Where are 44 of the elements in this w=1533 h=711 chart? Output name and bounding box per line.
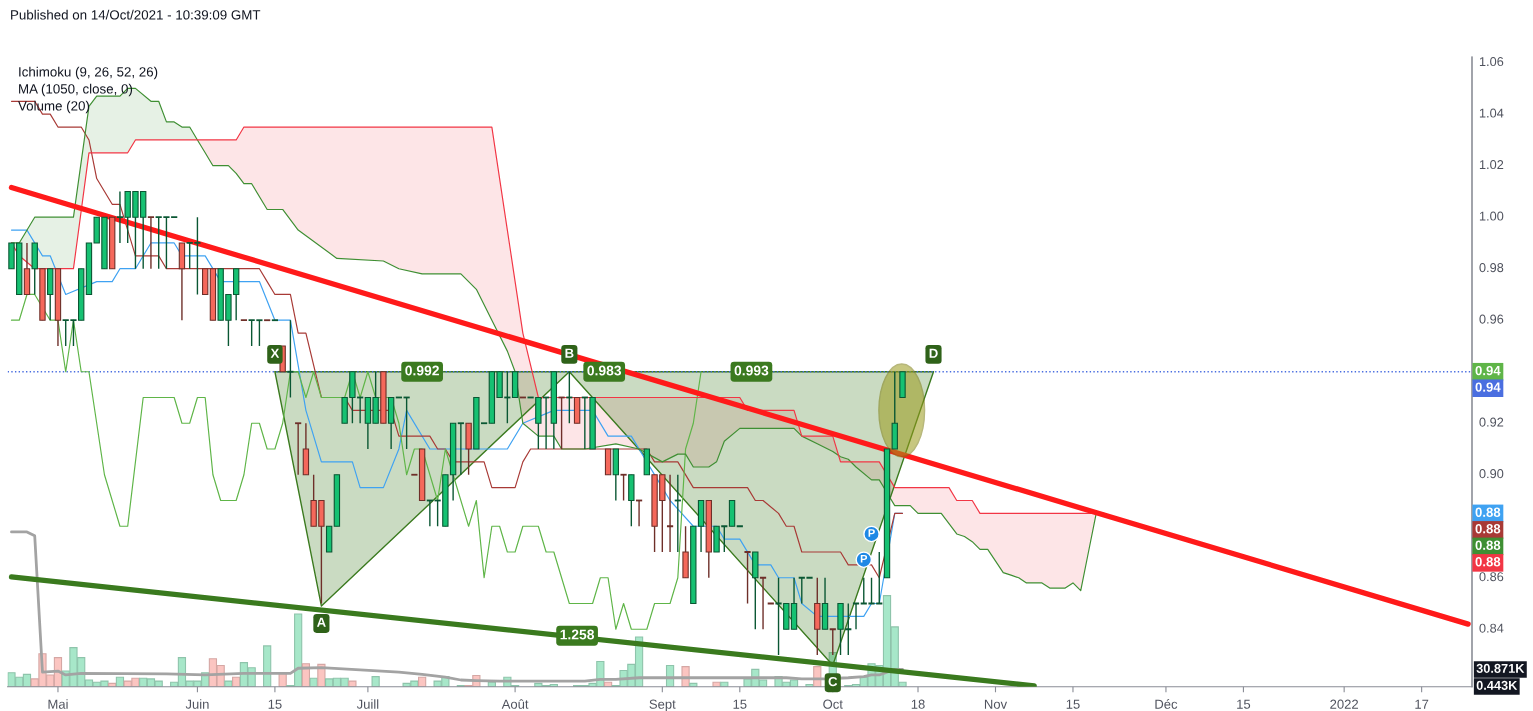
x-tick-label: 15	[1237, 699, 1251, 709]
y2-tick-label: 0.443K	[1476, 680, 1518, 690]
x-tick-label: Nov	[984, 699, 1008, 709]
annotation: Ichimoku (9, 26, 52, 26)	[19, 66, 158, 80]
text: 0.88	[1475, 540, 1501, 550]
y-tick-label: 1.04	[1479, 108, 1504, 118]
x-tick-label: 17	[1415, 699, 1429, 709]
x-tick-label: Juin	[185, 699, 209, 709]
y-tick-label: 1.06	[1479, 57, 1504, 67]
data-label: A	[316, 617, 326, 627]
text: 0.88	[1475, 557, 1501, 567]
annotation: 0.993	[734, 365, 769, 376]
x-tick-label: Déc	[1155, 699, 1178, 709]
x-tick-label: 18	[911, 699, 925, 709]
text: Published on 14/Oct/2021 - 10:39:09 GMT	[11, 9, 261, 20]
y-tick-label: 1.00	[1479, 211, 1504, 221]
data-label: D	[929, 348, 938, 358]
annotation: 0.992	[405, 365, 439, 376]
x-tick-label: Août	[501, 699, 529, 709]
x-tick-label: 15	[733, 699, 747, 709]
y-tick-label: 0.84	[1479, 623, 1504, 633]
x-tick-label: 15	[1066, 699, 1080, 709]
y-tick-label: 0.90	[1479, 469, 1504, 479]
annotation: 0.983	[587, 365, 622, 376]
y-tick-label: 0.86	[1479, 572, 1504, 582]
x-tick-label: Sept	[649, 699, 676, 711]
data-label: C	[828, 676, 838, 687]
text: 0.94	[1475, 365, 1501, 376]
annotation: 1.258	[560, 629, 595, 640]
y-tick-label: 1.02	[1479, 160, 1504, 170]
y-tick-label: 0.92	[1479, 417, 1504, 427]
x-tick-label: Mai	[48, 699, 68, 709]
x-tick-label: Oct	[823, 699, 843, 709]
data-label: X	[270, 348, 280, 358]
data-label: B	[565, 348, 574, 358]
ref-line-label: 0.94	[1475, 382, 1501, 392]
text: 0.88	[1475, 507, 1501, 517]
x-tick-label: 15	[268, 699, 282, 709]
x-tick-label: 2022	[1330, 699, 1359, 709]
y-tick-label: 0.98	[1479, 263, 1504, 273]
text: 0.88	[1475, 524, 1501, 534]
x-tick-label: Juill	[356, 699, 379, 709]
y-tick-label: 0.96	[1479, 314, 1504, 324]
y2-tick-label: 30.871K	[1476, 663, 1525, 673]
